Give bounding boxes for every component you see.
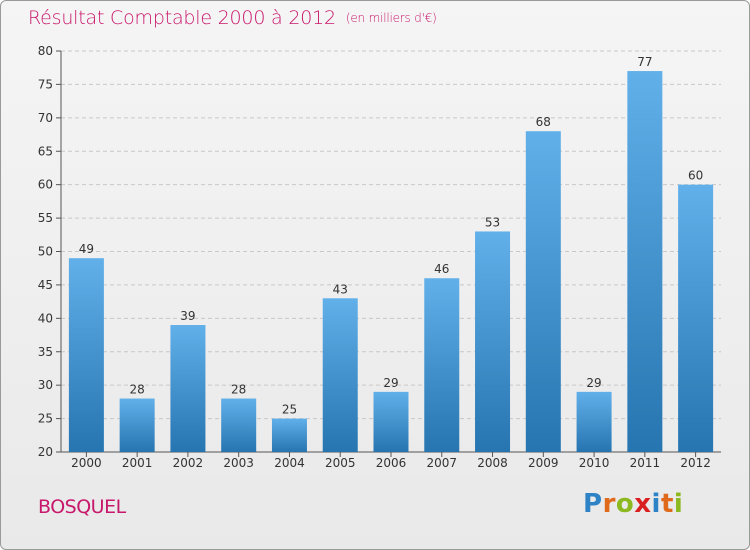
x-tick-label: 2007 [426, 456, 457, 470]
y-tick-label: 60 [38, 178, 53, 192]
logo-letter: o [615, 489, 635, 519]
data-label: 43 [333, 282, 348, 296]
bar [525, 131, 561, 452]
x-tick-label: 2010 [579, 456, 610, 470]
data-label: 49 [79, 242, 94, 256]
data-label: 46 [434, 262, 449, 276]
bar [475, 231, 511, 452]
data-label: 60 [688, 169, 703, 183]
bar [627, 71, 663, 453]
y-tick-label: 80 [38, 44, 53, 58]
y-tick-label: 65 [38, 144, 53, 158]
x-tick-label: 2002 [173, 456, 204, 470]
data-label: 39 [180, 309, 195, 323]
data-label: 68 [536, 115, 551, 129]
y-tick-label: 55 [38, 211, 53, 225]
x-tick-label: 2005 [325, 456, 356, 470]
bar [373, 391, 409, 452]
x-tick-label: 2004 [274, 456, 305, 470]
logo-letter: i [651, 489, 661, 519]
bar [119, 398, 155, 452]
axes: 20 25 30 35 40 45 50 55 60 65 70 75 80 2000 2001 2002 20… [38, 44, 721, 470]
chart-title-text: Résultat Comptable 2000 à 2012 [28, 7, 336, 29]
y-tick-label: 70 [38, 111, 53, 125]
x-tick-label: 2000 [71, 456, 102, 470]
data-labels: 49 28 39 28 25 43 29 46 53 68 29 77 60 [79, 55, 704, 417]
bar [170, 325, 206, 452]
y-tick-label: 75 [38, 77, 53, 91]
commune-name: BOSQUEL [38, 496, 126, 518]
bar [576, 391, 612, 452]
x-tick-label: 2008 [477, 456, 508, 470]
data-label: 28 [231, 383, 246, 397]
x-tick-label: 2009 [528, 456, 559, 470]
logo-letter: P [583, 489, 603, 519]
x-tick-label: 2012 [680, 456, 711, 470]
proxiti-logo: Proxiti [583, 489, 683, 519]
chart-subtitle: (en milliers d'€) [345, 11, 437, 25]
logo-letter: x [634, 489, 652, 519]
x-tick-label: 2003 [223, 456, 254, 470]
data-label: 77 [637, 55, 652, 69]
bars [68, 71, 714, 453]
x-tick-label: 2006 [376, 456, 407, 470]
data-label: 28 [130, 383, 145, 397]
data-label: 29 [383, 376, 398, 390]
chart-title: Résultat Comptable 2000 à 2012 (en millie… [28, 7, 437, 29]
logo-letter: i [673, 489, 684, 519]
y-tick-label: 50 [38, 245, 53, 259]
logo-letter: r [602, 489, 616, 519]
data-label: 29 [586, 376, 601, 390]
bar [221, 398, 257, 452]
x-tick-label: 2011 [630, 456, 661, 470]
bar [271, 418, 307, 452]
bar [68, 258, 104, 452]
y-tick-label: 20 [38, 445, 53, 459]
bar [322, 298, 358, 452]
y-tick-label: 30 [38, 378, 53, 392]
y-tick-label: 25 [38, 412, 53, 426]
bar [678, 184, 714, 452]
data-label: 25 [282, 403, 297, 417]
data-label: 53 [485, 215, 500, 229]
y-tick-label: 45 [38, 278, 53, 292]
y-tick-label: 35 [38, 345, 53, 359]
y-tick-label: 40 [38, 311, 53, 325]
x-tick-label: 2001 [122, 456, 153, 470]
bar [424, 278, 460, 452]
logo-letter: t [660, 489, 674, 519]
